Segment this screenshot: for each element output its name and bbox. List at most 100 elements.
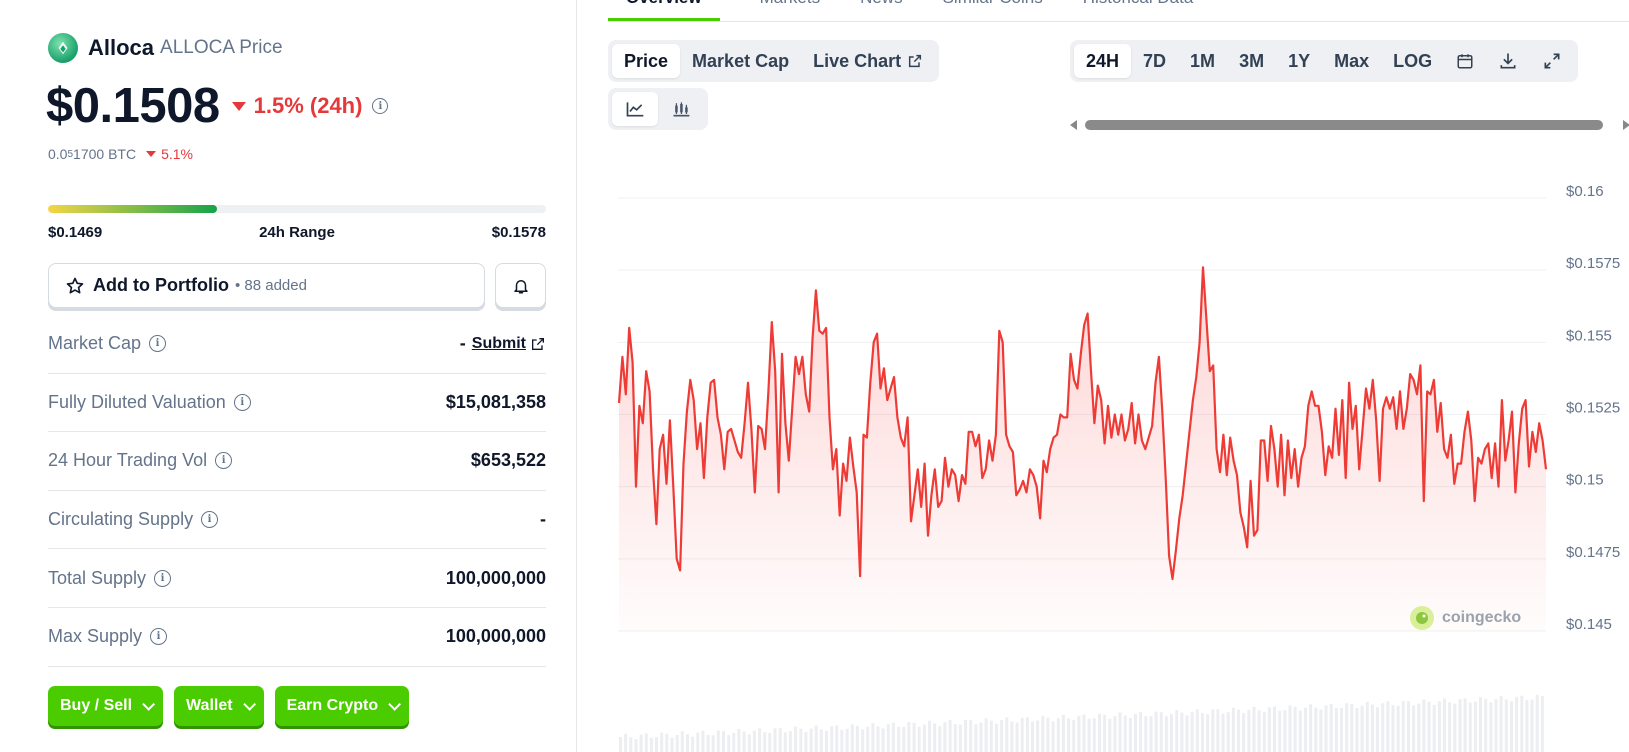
fullscreen-button[interactable]	[1530, 44, 1574, 78]
volume-bar	[1468, 702, 1472, 752]
range-max[interactable]: Max	[1334, 50, 1370, 71]
scroll-left-arrow-icon[interactable]	[1070, 120, 1077, 130]
scrollbar-thumb[interactable]	[1085, 120, 1603, 130]
volume-bar	[1422, 699, 1426, 752]
volume-bar	[1448, 702, 1452, 752]
scroll-right-arrow-icon[interactable]	[1623, 120, 1629, 130]
stat-label: Circulating Supply i	[48, 509, 219, 530]
volume-bar	[907, 722, 911, 752]
coin-header: Alloca ALLOCA Price	[48, 33, 283, 63]
volume-bar	[1304, 707, 1307, 752]
tab-news[interactable]: News	[860, 0, 903, 21]
info-icon[interactable]: i	[372, 98, 389, 114]
line-chart-button[interactable]	[612, 92, 658, 126]
tab-historical-data[interactable]: Historical Data	[1083, 0, 1194, 21]
range-1y[interactable]: 1Y	[1288, 50, 1311, 71]
volume-bar	[783, 732, 787, 752]
live-chart-label: Live Chart	[813, 50, 902, 71]
tab-markets[interactable]: Markets	[760, 0, 820, 21]
tab-live-chart[interactable]: Live Chart	[801, 44, 935, 78]
external-link-icon[interactable]	[530, 336, 546, 352]
volume-bar	[830, 726, 834, 752]
range-bar	[48, 205, 546, 213]
volume-bar	[1195, 709, 1199, 752]
volume-bar	[778, 728, 782, 752]
calendar-icon	[1457, 54, 1473, 69]
volume-bar	[1216, 709, 1220, 752]
tab-market-cap[interactable]: Market Cap	[692, 50, 790, 71]
candlestick-chart-button[interactable]	[658, 92, 704, 126]
tab-similar-coins[interactable]: Similar Coins	[943, 0, 1043, 21]
volume-bar	[866, 726, 870, 752]
coin-info-panel: Alloca ALLOCA Price $0.1508 1.5% (24h) i…	[0, 0, 577, 752]
volume-bar	[1417, 703, 1421, 752]
stat-label: Max Supply i	[48, 626, 168, 647]
volume-bar	[794, 726, 798, 752]
range-3m[interactable]: 3M	[1239, 50, 1265, 71]
range-7d[interactable]: 7D	[1143, 50, 1167, 71]
chart-type-toggle	[608, 88, 708, 130]
range-bar-fill	[48, 205, 218, 213]
volume-bar	[1128, 717, 1132, 752]
buy-sell-button[interactable]: Buy / Sell	[48, 686, 164, 726]
range-1m[interactable]: 1M	[1190, 50, 1216, 71]
volume-bar	[1515, 696, 1519, 752]
volume-bar	[835, 725, 839, 752]
volume-bar	[1000, 720, 1004, 752]
submit-link[interactable]: Submit	[471, 334, 526, 352]
volume-bar	[933, 723, 937, 752]
volume-bar	[1376, 707, 1379, 752]
info-icon[interactable]: i	[154, 569, 172, 587]
stat-label-text: Max Supply	[48, 626, 143, 647]
volume-bar	[1360, 705, 1364, 752]
volume-bar	[716, 730, 720, 752]
volume-bar	[686, 734, 689, 752]
volume-bar	[871, 723, 875, 752]
add-to-portfolio-button[interactable]: Add to Portfolio • 88 added	[48, 263, 485, 308]
download-button[interactable]	[1486, 44, 1530, 78]
action-buttons: Buy / Sell Wallet Earn Crypto	[48, 686, 410, 726]
y-tick-label: $0.1525	[1566, 400, 1620, 417]
tab-overview[interactable]: Overview	[608, 0, 720, 21]
price-alert-button[interactable]	[495, 263, 546, 308]
info-icon[interactable]: i	[215, 452, 233, 470]
calendar-button[interactable]	[1444, 44, 1486, 78]
volume-bar	[928, 720, 931, 752]
volume-bar	[752, 730, 756, 752]
price-chart[interactable]: $0.16 $0.1575 $0.155 $0.1525 $0.15 $0.1475 $0.…	[578, 180, 1629, 752]
volume-bar	[1046, 717, 1050, 752]
volume-bar	[1170, 714, 1173, 752]
stat-label: Market Cap i	[48, 333, 167, 354]
chart-navigator-scrollbar[interactable]	[1070, 118, 1629, 132]
bell-icon	[513, 279, 528, 293]
info-icon[interactable]: i	[150, 628, 168, 646]
info-icon[interactable]: i	[233, 393, 251, 411]
info-icon[interactable]: i	[149, 335, 167, 353]
volume-bar	[737, 728, 741, 752]
volume-bar	[665, 733, 669, 752]
btc-price-prefix: 0.0	[48, 146, 68, 162]
wallet-button[interactable]: Wallet	[174, 686, 264, 726]
volume-bar	[722, 731, 725, 752]
watermark-text: coingecko	[1442, 609, 1522, 626]
volume-bar	[1159, 712, 1163, 752]
stat-value: $15,081,358	[445, 391, 546, 412]
volume-bar	[1345, 703, 1349, 752]
range-log[interactable]: LOG	[1393, 50, 1433, 71]
volume-bar	[1458, 699, 1462, 752]
stat-label: Fully Diluted Valuation i	[48, 392, 251, 413]
volume-bar	[1437, 701, 1441, 752]
earn-crypto-button[interactable]: Earn Crypto	[274, 686, 410, 726]
volume-bar	[819, 729, 823, 752]
volume-bar	[1123, 715, 1127, 752]
info-icon[interactable]: i	[201, 511, 219, 529]
caret-down-icon	[231, 101, 246, 111]
stat-row-max-supply: Max Supply i 100,000,000	[48, 608, 546, 667]
stat-value: $653,522	[470, 450, 546, 471]
volume-bar	[974, 724, 978, 752]
volume-bar	[1267, 707, 1271, 752]
external-link-icon	[909, 54, 922, 68]
tab-price[interactable]: Price	[612, 44, 681, 78]
gecko-logo-icon	[1410, 606, 1434, 630]
range-24h[interactable]: 24H	[1074, 44, 1132, 78]
